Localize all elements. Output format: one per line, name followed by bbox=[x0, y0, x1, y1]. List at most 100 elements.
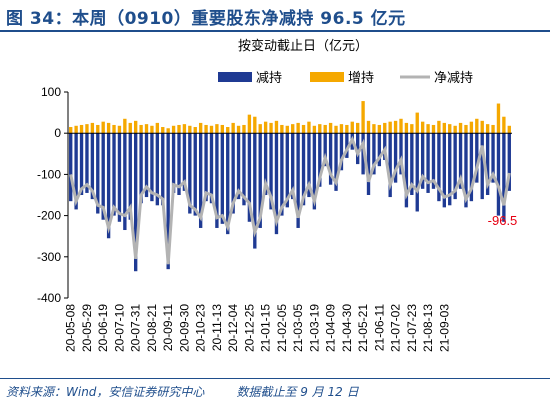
increase-bar bbox=[361, 101, 365, 134]
increase-bar bbox=[161, 127, 165, 134]
reduce-bar bbox=[188, 133, 192, 214]
increase-bar bbox=[209, 125, 214, 134]
reduce-bar bbox=[280, 133, 284, 216]
increase-bar bbox=[426, 124, 430, 134]
increase-bar bbox=[101, 121, 105, 134]
reduce-bar bbox=[366, 133, 371, 195]
x-tick-label: 20-07-31 bbox=[129, 304, 143, 352]
y-tick-label: -100 bbox=[37, 167, 61, 181]
reduce-bar bbox=[475, 133, 479, 183]
increase-bar bbox=[507, 125, 511, 134]
x-tick-label: 21-05-21 bbox=[356, 304, 370, 352]
increase-bar bbox=[404, 122, 409, 134]
reduce-bar bbox=[480, 133, 484, 200]
reduce-bar bbox=[307, 133, 311, 198]
increase-bar bbox=[356, 122, 360, 134]
legend-swatch-reduce bbox=[218, 72, 252, 82]
increase-bar bbox=[96, 124, 100, 134]
legend-label-net: 净减持 bbox=[434, 71, 473, 86]
increase-bar bbox=[269, 122, 273, 134]
increase-bar bbox=[442, 122, 446, 134]
increase-bar bbox=[90, 122, 95, 134]
increase-bar bbox=[139, 124, 143, 134]
reduce-bar bbox=[399, 133, 403, 175]
increase-bar bbox=[263, 121, 268, 134]
legend-swatch-increase bbox=[310, 72, 344, 82]
reduce-bar bbox=[502, 133, 506, 222]
reduce-bar bbox=[155, 133, 160, 206]
increase-bar bbox=[437, 120, 441, 134]
reduce-bar bbox=[263, 133, 268, 195]
increase-bar bbox=[312, 125, 317, 134]
increase-bar bbox=[388, 121, 392, 134]
increase-bar bbox=[480, 120, 484, 134]
reduce-bar bbox=[247, 133, 252, 222]
reduce-bar bbox=[96, 133, 100, 214]
reduce-bar bbox=[323, 133, 327, 167]
reduce-bar bbox=[420, 133, 425, 189]
reduce-bar bbox=[318, 133, 322, 187]
increase-bar bbox=[171, 125, 176, 134]
reduce-bar bbox=[85, 133, 89, 193]
increase-bar bbox=[134, 120, 138, 134]
reduce-bar bbox=[453, 133, 457, 200]
reduce-bar bbox=[242, 133, 246, 206]
reduce-bar bbox=[231, 133, 235, 214]
increase-bar bbox=[496, 103, 501, 134]
increase-bar bbox=[339, 124, 344, 134]
increase-bar bbox=[485, 124, 490, 134]
x-tick-label: 20-08-21 bbox=[145, 304, 159, 352]
increase-bar bbox=[350, 121, 354, 134]
reduce-bar bbox=[69, 133, 73, 202]
legend-label-reduce: 减持 bbox=[256, 71, 282, 86]
x-axis-ticks: 20-05-08 20-05-29 20-06-19 20-07-10 20-07-31… bbox=[64, 304, 452, 352]
x-tick-label: 20-05-08 bbox=[64, 304, 78, 352]
increase-bar bbox=[253, 116, 257, 134]
reduce-bar bbox=[274, 133, 279, 235]
x-tick-label: 21-04-09 bbox=[324, 304, 338, 352]
y-axis-ticks: 100 0 -100 -200 -300 -400 bbox=[37, 85, 68, 305]
increase-bar bbox=[112, 124, 116, 134]
increase-bar bbox=[491, 124, 495, 134]
x-tick-label: 21-07-23 bbox=[405, 304, 419, 352]
reduce-bar bbox=[128, 133, 132, 220]
x-tick-label: 20-11-13 bbox=[210, 304, 224, 351]
increase-bar bbox=[323, 124, 327, 134]
increase-bar bbox=[198, 122, 203, 134]
increase-bar bbox=[106, 122, 111, 134]
reduce-bar bbox=[431, 133, 436, 189]
increase-bar bbox=[377, 124, 382, 134]
reduce-bar bbox=[193, 133, 197, 216]
increase-bar bbox=[123, 118, 127, 134]
reduce-bar bbox=[112, 133, 116, 216]
increase-bar bbox=[220, 124, 224, 134]
increase-bar bbox=[69, 127, 73, 134]
x-tick-label: 20-10-23 bbox=[194, 304, 208, 352]
increase-bar bbox=[448, 124, 452, 134]
increase-bar bbox=[236, 125, 241, 134]
net-reduction-line bbox=[69, 135, 511, 265]
reduce-bar bbox=[171, 133, 176, 193]
source-divider bbox=[0, 378, 550, 379]
x-tick-label: 21-03-05 bbox=[291, 304, 305, 352]
reduce-bar bbox=[161, 133, 165, 206]
reduce-bar bbox=[383, 133, 387, 160]
reduce-bar bbox=[139, 133, 143, 204]
increase-bar bbox=[415, 112, 419, 134]
reduce-bar bbox=[469, 133, 474, 202]
reduce-bar bbox=[496, 133, 501, 216]
reduce-bar bbox=[226, 133, 230, 235]
increase-bar bbox=[502, 116, 506, 134]
increase-bar bbox=[410, 124, 414, 134]
reduce-bar bbox=[458, 133, 463, 189]
data-cutoff-note: 数据截止至 9 月 12 日 bbox=[236, 385, 359, 399]
reduce-bar bbox=[253, 133, 257, 249]
x-tick-label: 20-12-04 bbox=[226, 304, 240, 352]
increase-bar bbox=[420, 121, 425, 134]
increase-bar bbox=[334, 125, 338, 134]
increase-bar bbox=[328, 122, 333, 134]
increase-bar bbox=[345, 124, 349, 134]
reduce-bar bbox=[448, 133, 452, 206]
increase-bar bbox=[204, 124, 208, 134]
increase-bar bbox=[469, 121, 474, 134]
